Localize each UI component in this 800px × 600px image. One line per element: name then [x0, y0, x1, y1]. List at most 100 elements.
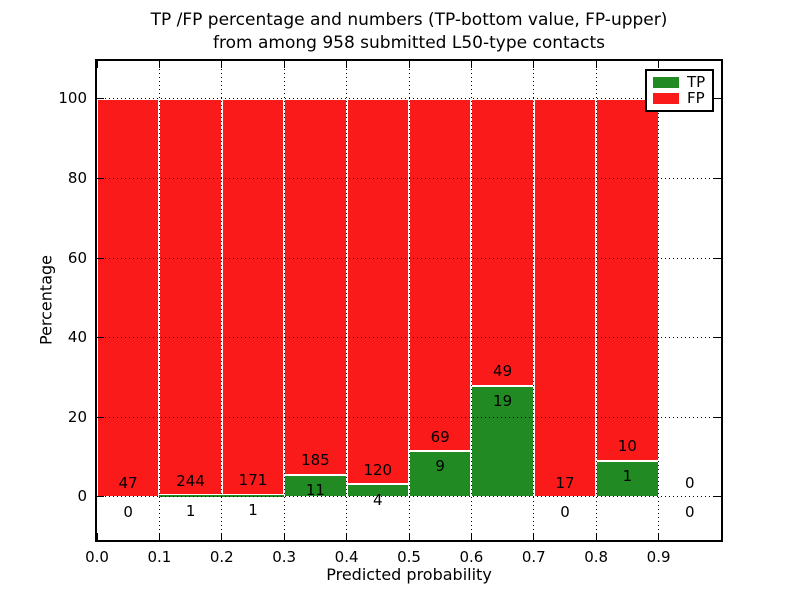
fp-bar-segment [97, 98, 160, 497]
x-tick-bottom [408, 533, 410, 540]
gridline-vertical [595, 61, 597, 540]
y-tick-right [714, 177, 721, 179]
y-tick-label: 100 [58, 89, 87, 108]
plot-area: 47 0 244 1 171 1 185 11 120 4 69 9 49 19 17 0 10 1 0 0 0.0 0.… [58, 59, 723, 566]
fp-bar-segment [284, 98, 347, 475]
fp-bar-segment [533, 98, 597, 497]
y-tick-label: 20 [67, 407, 87, 426]
x-tick-bottom [283, 533, 285, 540]
tp-count-label: 0 [123, 503, 133, 522]
x-tick-top [658, 61, 660, 68]
legend-item-fp: FP [653, 91, 706, 106]
x-tick-label: 0.5 [397, 548, 421, 566]
fp-count-label: 49 [493, 362, 513, 381]
fp-bar-segment [221, 98, 285, 495]
x-tick-bottom [346, 533, 348, 540]
x-tick-top [595, 61, 597, 68]
gridline-vertical [158, 61, 160, 540]
x-tick-bottom [221, 533, 223, 540]
y-tick-right [714, 337, 721, 339]
x-tick-label: 0.8 [584, 548, 609, 566]
tp-count-label: 9 [435, 457, 445, 476]
y-tick-label: 40 [67, 328, 87, 347]
y-tick-left [97, 257, 104, 259]
x-tick-label: 0.1 [147, 548, 172, 566]
gridline-vertical [221, 61, 223, 540]
gridline-vertical [408, 61, 410, 540]
chart-title: TP /FP percentage and numbers (TP-bottom… [97, 9, 721, 55]
fp-count-label: 171 [238, 471, 268, 490]
fp-count-label: 47 [118, 473, 138, 492]
x-tick-bottom [96, 533, 98, 540]
fp-count-label: 120 [363, 460, 393, 479]
y-tick-right [714, 416, 721, 418]
gridline-vertical [346, 61, 348, 540]
fp-bar-segment [346, 98, 409, 485]
legend-item-tp: TP [653, 72, 706, 91]
fp-count-label: 10 [617, 437, 637, 456]
fp-count-label: 69 [430, 427, 450, 446]
fp-count-label: 244 [176, 471, 205, 490]
y-tick-left [97, 416, 104, 418]
fp-color-swatch [653, 93, 679, 105]
tp-bar-segment [221, 494, 285, 497]
chart-title-line2: from among 958 submitted L50-type contac… [213, 33, 605, 53]
gridline-vertical [283, 61, 285, 540]
x-tick-bottom [470, 533, 472, 540]
x-tick-label: 0.9 [646, 548, 671, 566]
tp-count-label: 1 [622, 467, 633, 486]
x-tick-top [221, 61, 223, 68]
x-tick-label: 0.3 [272, 548, 297, 566]
tp-count-label: 19 [493, 392, 513, 411]
x-tick-label: 0.7 [521, 548, 546, 566]
x-tick-top [408, 61, 410, 68]
tp-count-label: 1 [185, 501, 196, 520]
x-tick-label: 0.4 [334, 548, 359, 566]
legend-label-tp: TP [687, 72, 706, 91]
y-tick-right [714, 98, 721, 100]
legend: TP FP [645, 69, 714, 112]
x-tick-bottom [158, 533, 160, 540]
fp-count-label: 17 [555, 473, 575, 492]
y-tick-left [97, 337, 104, 339]
x-tick-bottom [533, 533, 535, 540]
y-tick-label: 80 [67, 168, 87, 187]
x-tick-top [283, 61, 285, 68]
x-tick-bottom [658, 533, 660, 540]
x-tick-label: 0.6 [459, 548, 484, 566]
fp-count-label: 0 [685, 473, 695, 492]
tp-bar-segment [159, 495, 222, 497]
tp-bar-segment [284, 474, 347, 497]
x-tick-label: 0.0 [85, 548, 109, 566]
fp-bar-segment [159, 98, 222, 496]
gridline-vertical [470, 61, 472, 540]
y-tick-left [97, 496, 104, 498]
tp-count-label: 0 [560, 503, 570, 522]
x-tick-top [346, 61, 348, 68]
tp-bar-segment [596, 460, 659, 497]
fp-bar-segment [471, 98, 534, 386]
legend-label-fp: FP [687, 89, 705, 108]
fp-bar-segment [409, 98, 472, 452]
x-axis-label: Predicted probability [326, 565, 492, 584]
y-tick-left [97, 98, 104, 100]
y-tick-right [714, 257, 721, 259]
tp-count-label: 0 [685, 503, 695, 522]
tp-bar-segment [409, 451, 472, 497]
tp-color-swatch [653, 76, 679, 88]
x-tick-top [158, 61, 160, 68]
fp-count-label: 185 [301, 451, 330, 470]
chart-title-line1: TP /FP percentage and numbers (TP-bottom… [150, 10, 668, 30]
tp-count-label: 1 [248, 501, 258, 520]
y-tick-label: 60 [67, 248, 87, 267]
y-tick-right [714, 496, 721, 498]
y-tick-label: 0 [77, 487, 87, 506]
tp-bar-segment [471, 385, 534, 497]
gridline-vertical [658, 61, 660, 540]
x-tick-top [96, 61, 98, 68]
fp-bar-segment [596, 98, 659, 461]
x-tick-top [533, 61, 535, 68]
tp-count-label: 11 [305, 481, 325, 500]
x-tick-label: 0.2 [209, 548, 234, 566]
